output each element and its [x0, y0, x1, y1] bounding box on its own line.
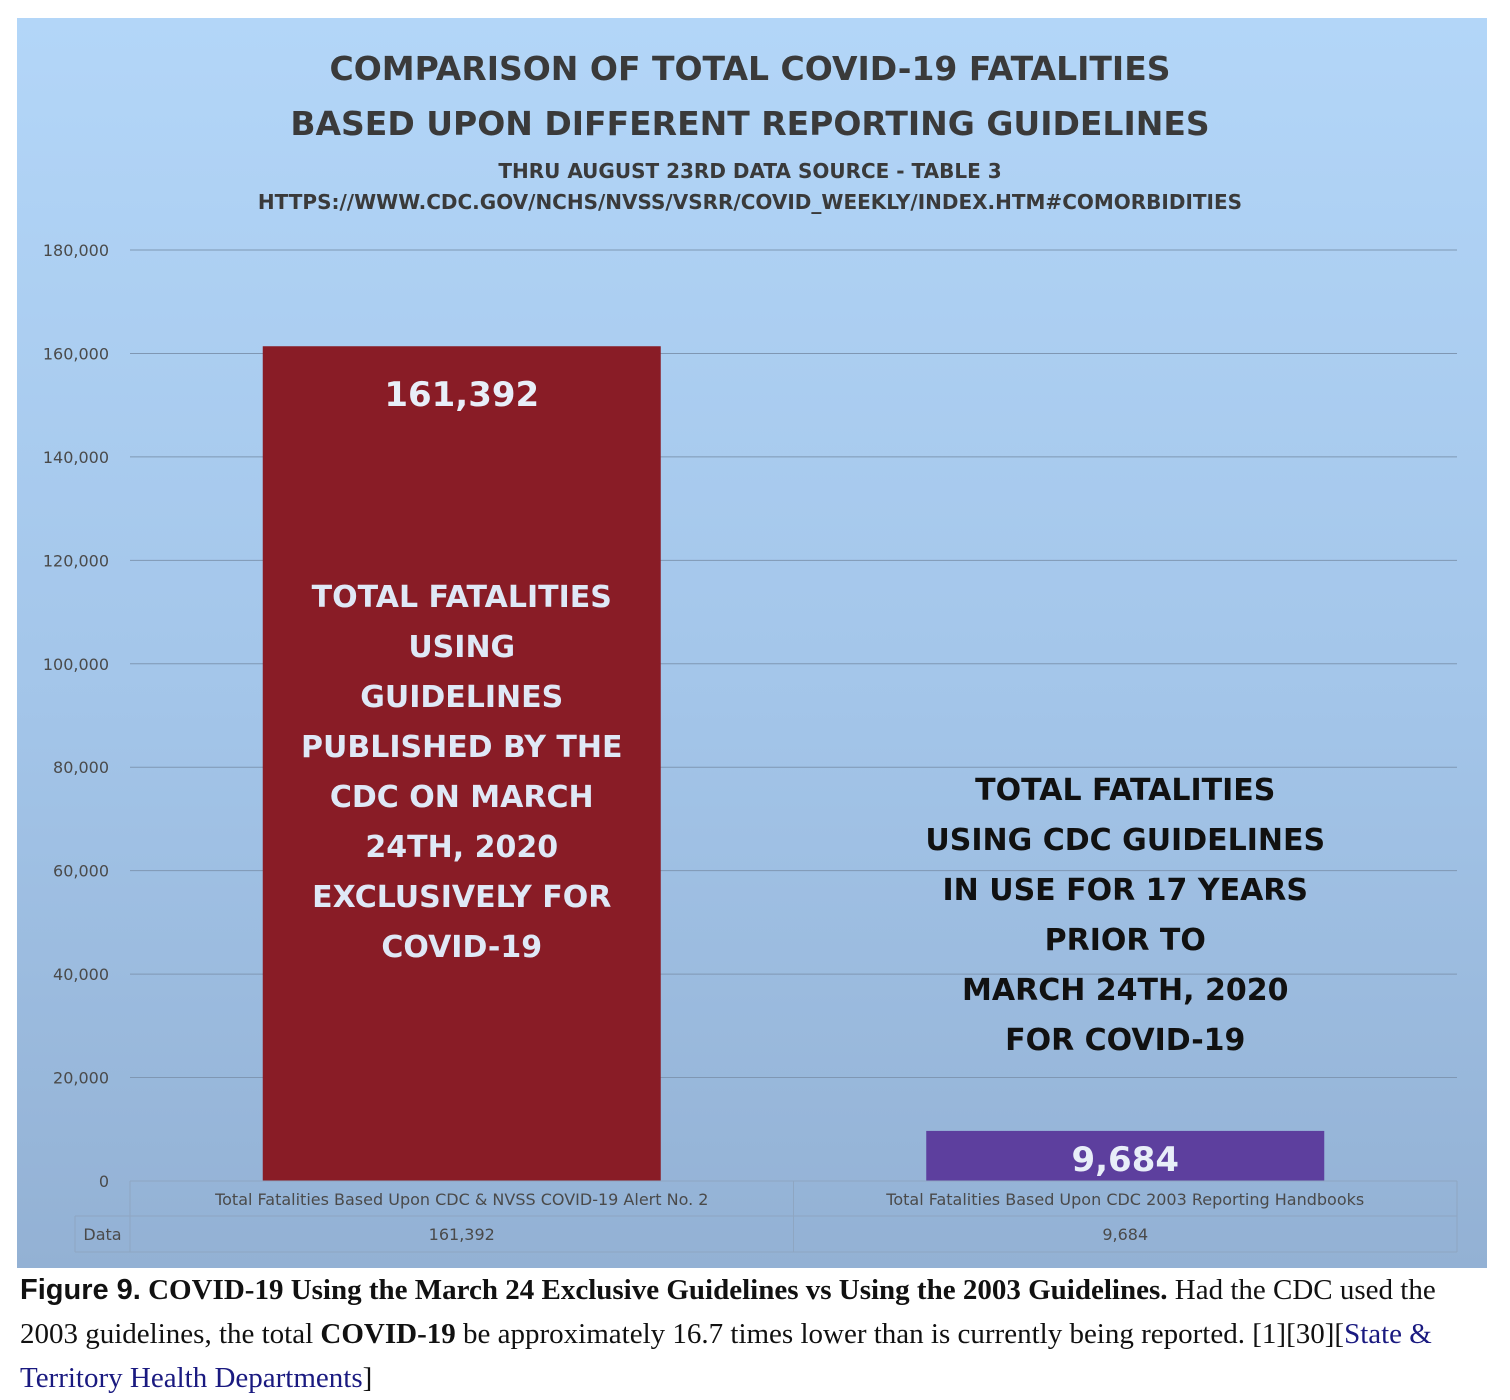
y-tick-label: 100,000	[43, 655, 109, 674]
figure-label: Figure 9.	[20, 1274, 141, 1306]
chart-panel: COMPARISON OF TOTAL COVID-19 FATALITIES …	[17, 18, 1487, 1268]
bar-value-label: 161,392	[384, 375, 539, 415]
y-tick-label: 120,000	[43, 551, 109, 570]
y-tick-label: 20,000	[53, 1069, 109, 1088]
annotation-line: COVID-19	[381, 930, 542, 965]
annotation-line: USING	[408, 630, 515, 665]
y-tick-label: 40,000	[53, 965, 109, 984]
annotation-line: TOTAL FATALITIES	[975, 773, 1275, 808]
annotation-line: GUIDELINES	[360, 680, 563, 715]
annotation-line: EXCLUSIVELY FOR	[312, 880, 611, 915]
y-tick-label: 140,000	[43, 448, 109, 467]
y-tick-label: 180,000	[43, 241, 109, 260]
x-category-label: Total Fatalities Based Upon CDC & NVSS C…	[214, 1190, 708, 1209]
y-tick-label: 80,000	[53, 758, 109, 777]
annotation-line: IN USE FOR 17 YEARS	[943, 873, 1309, 908]
caption-bold-term: COVID-19	[320, 1318, 456, 1350]
bar-chart: COMPARISON OF TOTAL COVID-19 FATALITIES …	[43, 49, 1458, 1253]
annotation-line: 24TH, 2020	[365, 830, 558, 865]
annotation-line: MARCH 24TH, 2020	[962, 973, 1288, 1008]
caption-text-2: be approximately 16.7 times lower than i…	[463, 1318, 1245, 1350]
reference-3-close: ]	[362, 1362, 373, 1394]
annotation-line: CDC ON MARCH	[330, 780, 594, 815]
figure-title: COVID-19 Using the March 24 Exclusive Gu…	[148, 1274, 1168, 1306]
reference-1[interactable]: [1]	[1252, 1318, 1287, 1350]
y-tick-label: 60,000	[53, 862, 109, 881]
bar-value-label: 9,684	[1071, 1140, 1179, 1180]
chart-subtitle: THRU AUGUST 23RD DATA SOURCE - TABLE 3	[498, 159, 1001, 183]
y-tick-label: 0	[99, 1172, 109, 1191]
annotation-line: PUBLISHED BY THE	[301, 730, 623, 765]
figure-caption: Figure 9. COVID-19 Using the March 24 Ex…	[20, 1268, 1495, 1400]
caption-text-1: Had the CDC used the 2003 guidelines, th…	[20, 1274, 1436, 1350]
chart-title: COMPARISON OF TOTAL COVID-19 FATALITIES	[329, 49, 1170, 88]
chart-title-line2: BASED UPON DIFFERENT REPORTING GUIDELINE…	[290, 104, 1209, 143]
bar	[262, 346, 661, 1181]
bar	[926, 1130, 1325, 1181]
table-data-cell: 161,392	[429, 1225, 495, 1244]
annotation-line: FOR COVID-19	[1005, 1023, 1245, 1058]
chart-subtitle-line2: HTTPS://WWW.CDC.GOV/NCHS/NVSS/VSRR/COVID…	[258, 190, 1242, 214]
annotation-line: PRIOR TO	[1045, 923, 1206, 958]
annotation-line: TOTAL FATALITIES	[312, 580, 612, 615]
reference-3-link[interactable]: State & Territory Health Departments	[20, 1318, 1432, 1394]
reference-3-open: [	[1334, 1318, 1345, 1350]
table-data-cell: 9,684	[1102, 1225, 1148, 1244]
annotation-line: USING CDC GUIDELINES	[925, 823, 1325, 858]
table-row-label: Data	[83, 1225, 121, 1244]
reference-2[interactable]: [30]	[1286, 1318, 1335, 1350]
x-category-label: Total Fatalities Based Upon CDC 2003 Rep…	[885, 1190, 1364, 1209]
y-tick-label: 160,000	[43, 344, 109, 363]
